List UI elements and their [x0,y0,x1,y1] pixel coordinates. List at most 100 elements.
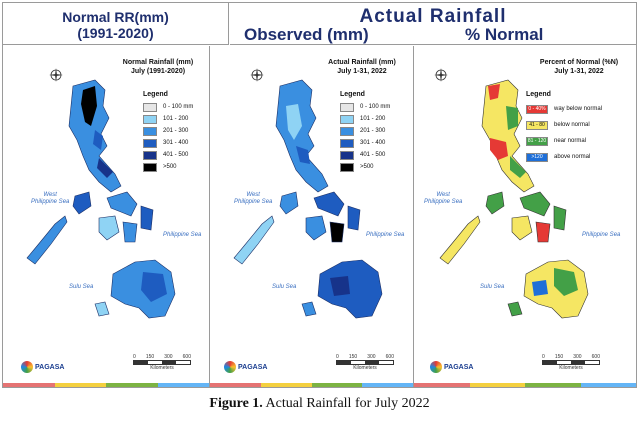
color-stripe [3,383,209,387]
legend-item: 101 - 200 [143,113,193,125]
logo-text: PAGASA [35,363,65,371]
philippines-percent-map [439,79,589,319]
philippines-normal-map [26,79,176,319]
pagasa-logo-icon [21,361,33,373]
legend-label: above normal [554,154,591,160]
header-percent-normal: % Normal [465,25,544,44]
legend-label: 301 - 400 [360,140,386,146]
map-panel-percent: Percent of Normal (%N) July 1-31, 2022 L… [414,46,636,387]
map-title-line1: Actual Rainfall (mm) [328,59,396,66]
caption-text: Actual Rainfall for July 2022 [262,396,430,411]
legend-percent: Legend 0 - 40% way below normal 41 - 80 be… [526,91,602,165]
pagasa-logo: PAGASA [21,361,64,373]
header-observed: Observed (mm) [244,25,369,44]
scale-bar: 0 150 300 600 Kilometers [336,354,394,371]
scale-label: 0 [336,354,339,360]
scale-bar-graphic [542,360,600,365]
legend-range: 41 - 80 [526,120,548,130]
compass-icon [434,68,448,82]
legend-item: 401 - 500 [340,149,390,161]
scale-label: 150 [145,354,155,360]
map-title-line2: July 1-31, 2022 [337,68,387,75]
scale-bar: 0 150 300 600 Kilometers [133,354,191,371]
legend-item: 201 - 300 [340,125,390,137]
scale-unit: Kilometers [150,365,174,371]
scale-bar: 0 150 300 600 Kilometers [542,354,600,371]
map-title-line2: July 1-31, 2022 [554,68,604,75]
pagasa-logo: PAGASA [224,361,267,373]
legend-label: 101 - 200 [360,116,386,122]
figure: Normal RR(mm) (1991-2020) Actual Rainfal… [2,2,637,388]
legend-item: 0 - 100 mm [340,101,390,113]
sea-label-south: Sulu Sea [69,284,94,290]
scale-label: 150 [348,354,358,360]
legend-label: near normal [554,138,587,144]
pagasa-logo-icon [430,361,442,373]
sea-label-east: Philippine Sea [163,232,202,238]
map-panel-normal: Normal Rainfall (mm) July (1991-2020) Le… [3,46,210,387]
map-title-percent: Percent of Normal (%N) July 1-31, 2022 [534,58,624,76]
scale-label: 0 [542,354,545,360]
legend-item: >120 above normal [526,149,602,165]
legend-range: >120 [526,152,548,162]
sea-label-south: Sulu Sea [480,284,505,290]
legend-label: 101 - 200 [163,116,189,122]
scale-label: 600 [385,354,394,360]
legend-item: 301 - 400 [143,137,193,149]
legend-label: >500 [163,164,177,170]
color-stripe [210,383,413,387]
legend-item: >500 [340,161,390,173]
legend-item: 0 - 100 mm [143,101,193,113]
philippines-actual-map [233,79,383,319]
header-actual-title: Actual Rainfall [359,6,507,27]
scale-bar-graphic [133,360,191,365]
legend-label: 0 - 100 mm [360,104,391,110]
legend-label: 401 - 500 [163,152,189,158]
map-title-line2: July (1991-2020) [130,68,186,75]
map-title-line1: Normal Rainfall (mm) [122,59,194,66]
scale-bar-graphic [336,360,394,365]
legend-item: 201 - 300 [143,125,193,137]
legend-item: >500 [143,161,193,173]
legend-normal: Legend 0 - 100 mm 101 - 200 201 - 300 30… [143,91,193,173]
legend-actual: Legend 0 - 100 mm 101 - 200 201 - 300 30… [340,91,390,173]
header-normal-line1: Normal RR(mm) [62,9,169,25]
legend-item: 301 - 400 [340,137,390,149]
map-title-normal: Normal Rainfall (mm) July (1991-2020) [113,58,203,76]
legend-label: below normal [554,122,590,128]
color-stripe [414,383,636,387]
scale-label: 300 [367,354,376,360]
caption-label: Figure 1. [209,396,263,411]
map-title-line1: Percent of Normal (%N) [539,59,619,66]
sea-label-east: Philippine Sea [366,232,405,238]
header-normal: Normal RR(mm) (1991-2020) [3,3,229,45]
scale-unit: Kilometers [353,365,377,371]
legend-range: 81 - 120 [526,136,548,146]
sea-label-east: Philippine Sea [582,232,621,238]
legend-item: 401 - 500 [143,149,193,161]
sea-label-south: Sulu Sea [272,284,297,290]
legend-item: 41 - 80 below normal [526,117,602,133]
header-actual: Actual Rainfall Observed (mm) % Normal [230,3,636,45]
legend-label: 0 - 100 mm [163,104,194,110]
scale-label: 150 [554,354,564,360]
logo-text: PAGASA [238,363,268,371]
legend-item: 0 - 40% way below normal [526,101,602,117]
pagasa-logo: PAGASA [430,361,473,373]
scale-label: 600 [182,354,191,360]
legend-range: 0 - 40% [526,104,548,114]
legend-label: >500 [360,164,374,170]
sea-label-west: West Philippine Sea [31,192,70,205]
map-panel-actual: Actual Rainfall (mm) July 1-31, 2022 Leg… [210,46,414,387]
scale-unit: Kilometers [559,365,583,371]
legend-label: 301 - 400 [163,140,189,146]
logo-text: PAGASA [444,363,474,371]
legend-label: 201 - 300 [360,128,386,134]
scale-label: 300 [573,354,582,360]
sea-label-west: West Philippine Sea [234,192,273,205]
legend-label: 401 - 500 [360,152,386,158]
scale-label: 0 [133,354,136,360]
legend-title: Legend [526,91,551,98]
legend-title: Legend [143,91,168,98]
figure-caption: Figure 1. Actual Rainfall for July 2022 [0,396,639,412]
